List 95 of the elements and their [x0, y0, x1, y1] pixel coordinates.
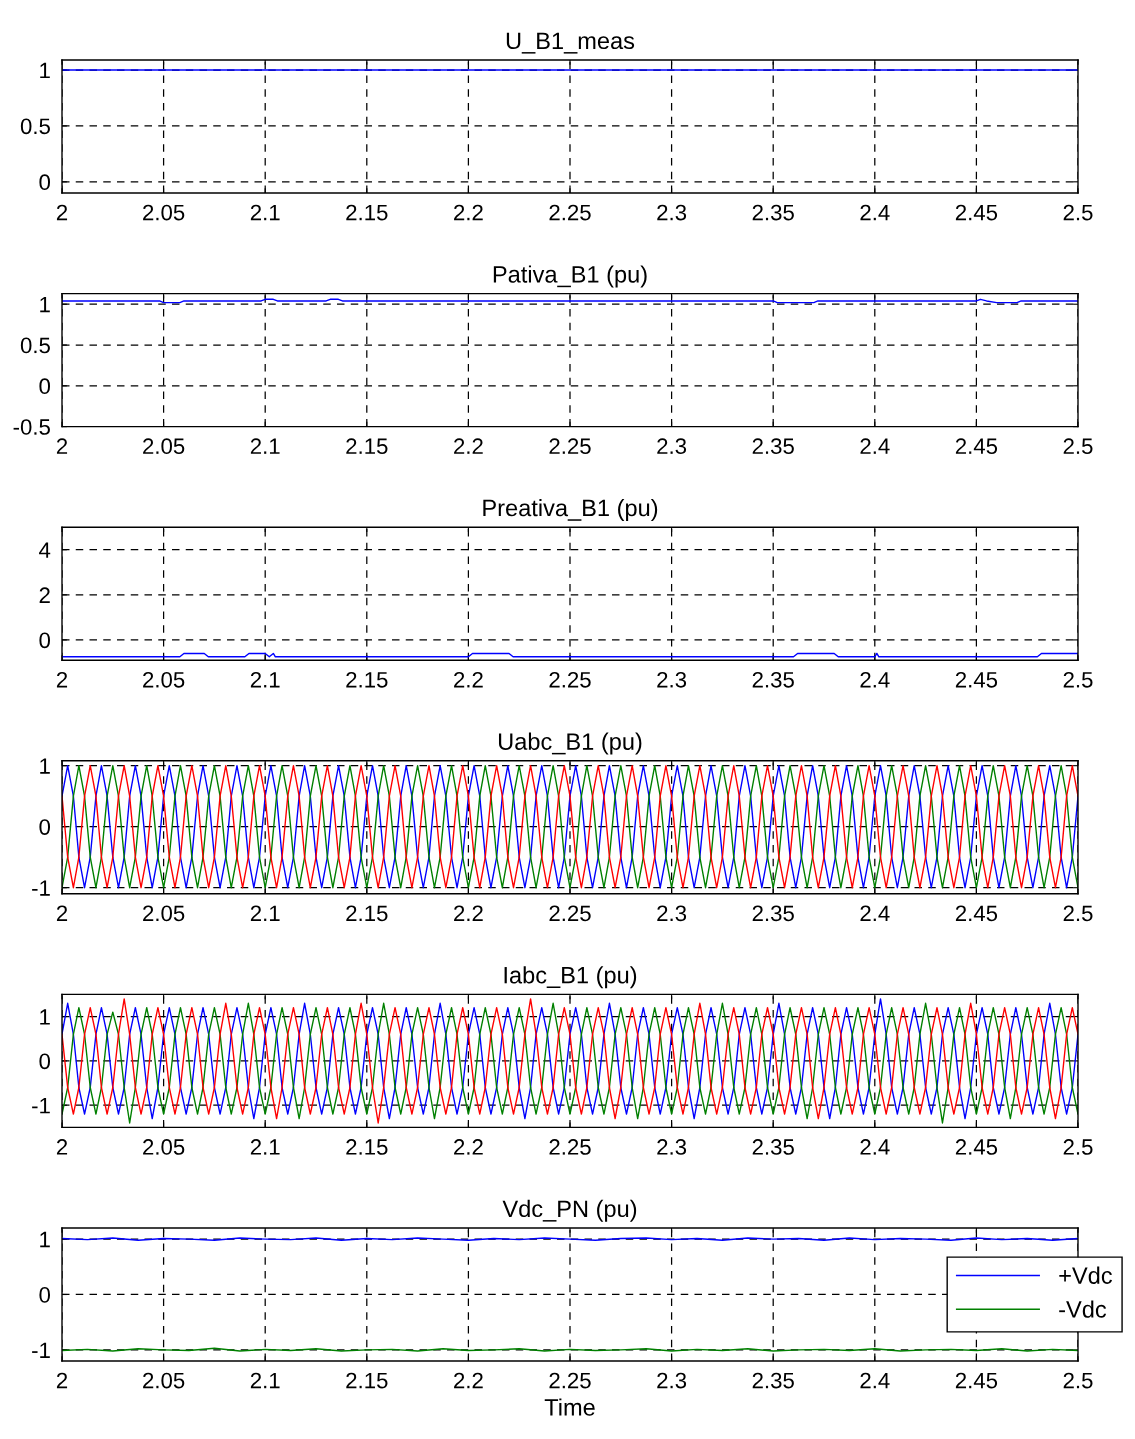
x-tick-label: 2.4: [860, 905, 890, 922]
x-tick-label: 2.25: [549, 204, 591, 221]
x-tick-label: 2.4: [860, 671, 890, 688]
x-tick-label: 2.2: [454, 905, 483, 922]
y-tick-label: 0: [39, 378, 51, 395]
x-tick-label: 2.25: [549, 671, 591, 688]
x-tick-label: 2.5: [1063, 1139, 1093, 1155]
x-tick-label: 2.1: [250, 1372, 280, 1389]
x-tick-label: 2.1: [250, 671, 280, 688]
x-tick-label: 2.5: [1063, 438, 1093, 455]
x-tick-label: 2.45: [955, 905, 998, 922]
x-tick-label: 2.05: [143, 905, 185, 922]
x-tick-label: 2.15: [346, 204, 388, 221]
x-tick-label: 2.05: [143, 671, 185, 688]
x-tick-label: 2.3: [657, 1139, 687, 1155]
x-tick-label: 2.15: [346, 1372, 388, 1389]
y-tick-label: -0.5: [13, 419, 50, 435]
x-tick-label: 2: [56, 1139, 68, 1155]
x-tick-label: 2.45: [955, 1139, 998, 1155]
x-tick-label: 2: [56, 438, 68, 454]
chart-title: Preativa_B1 (pu): [483, 498, 658, 521]
x-tick-label: 2.4: [860, 1139, 890, 1155]
x-tick-label: 2.45: [955, 204, 998, 221]
x-tick-label: 2.5: [1063, 1372, 1093, 1389]
y-tick-label: 0: [39, 632, 51, 649]
legend-label: +Vdc: [1059, 1266, 1113, 1284]
x-tick-label: 2.15: [346, 671, 388, 688]
x-tick-label: 2.15: [346, 1139, 388, 1155]
y-tick-label: 1: [40, 1231, 50, 1248]
y-tick-label: 0.5: [20, 118, 50, 135]
x-tick-label: 2.2: [454, 204, 483, 221]
x-tick-label: 2.05: [143, 204, 185, 221]
x-tick-label: 2.25: [549, 1139, 591, 1155]
x-tick-label: 2.3: [657, 204, 687, 221]
y-tick-label: -1: [32, 1342, 50, 1358]
x-tick-label: 2.15: [346, 438, 388, 455]
x-tick-label: 2.3: [657, 438, 687, 455]
x-tick-label: 2.05: [143, 438, 185, 455]
y-tick-label: 1: [40, 62, 50, 79]
x-tick-label: 2.1: [250, 905, 280, 922]
x-tick-label: 2: [56, 1372, 68, 1389]
x-tick-label: 2.5: [1063, 204, 1093, 221]
x-axis-title: Time: [544, 1398, 595, 1416]
x-tick-label: 2.35: [752, 438, 794, 455]
y-tick-label: 0: [39, 1287, 51, 1303]
y-tick-label: 1: [40, 296, 50, 313]
chart-title: U_B1_meas: [506, 32, 635, 54]
x-tick-label: 2.3: [657, 671, 687, 688]
x-tick-label: 2.35: [752, 1139, 794, 1155]
x-tick-label: 2.45: [955, 438, 998, 455]
x-tick-label: 2.2: [454, 1372, 483, 1389]
x-tick-label: 2.5: [1063, 905, 1093, 922]
x-tick-label: 2.3: [657, 905, 687, 922]
x-tick-label: 2.35: [752, 204, 794, 221]
chart-title: Iabc_B1 (pu): [504, 966, 637, 989]
x-tick-label: 2: [56, 204, 68, 221]
x-tick-label: 2.45: [955, 1372, 998, 1389]
x-tick-label: 2.3: [657, 1372, 687, 1389]
legend-label: -Vdc: [1059, 1300, 1107, 1318]
x-tick-label: 2.4: [860, 204, 890, 221]
x-tick-label: 2.4: [860, 1372, 890, 1389]
y-tick-label: 1: [40, 758, 50, 774]
x-tick-label: 2.05: [143, 1139, 185, 1155]
chart-title: Vdc_PN (pu): [502, 1199, 637, 1222]
x-tick-label: 2.05: [143, 1372, 185, 1389]
x-tick-label: 2.25: [549, 438, 591, 455]
x-tick-label: 2.25: [549, 905, 591, 922]
y-tick-label: 0.5: [20, 337, 50, 354]
x-tick-label: 2.35: [752, 1372, 794, 1389]
y-tick-label: -1: [32, 1098, 50, 1114]
y-tick-label: 0: [39, 1053, 51, 1070]
y-tick-label: 2: [39, 587, 50, 603]
x-tick-label: 2.1: [250, 1139, 280, 1155]
x-tick-label: 2.35: [752, 905, 794, 922]
x-tick-label: 2: [56, 905, 68, 922]
x-tick-label: 2.25: [549, 1372, 591, 1389]
x-tick-label: 2.4: [860, 438, 890, 454]
x-tick-label: 2.1: [250, 438, 280, 454]
x-tick-label: 2: [56, 671, 68, 688]
chart-title: Pativa_B1 (pu): [493, 265, 647, 288]
y-tick-label: 0: [39, 174, 51, 191]
x-tick-label: 2.15: [346, 905, 388, 922]
y-tick-label: 1: [40, 1009, 50, 1025]
x-tick-label: 2.35: [752, 671, 794, 688]
chart-title: Uabc_B1 (pu): [498, 732, 642, 755]
x-tick-label: 2.2: [454, 438, 483, 454]
y-tick-label: 4: [39, 542, 51, 558]
x-tick-label: 2.5: [1063, 671, 1093, 688]
x-tick-label: 2.45: [955, 671, 998, 688]
y-tick-label: 0: [39, 819, 51, 835]
y-tick-label: -1: [32, 880, 50, 896]
x-tick-label: 2.2: [454, 1139, 483, 1155]
line-series: [62, 764, 1078, 889]
x-tick-label: 2.2: [454, 671, 483, 688]
x-tick-label: 2.1: [250, 204, 280, 221]
